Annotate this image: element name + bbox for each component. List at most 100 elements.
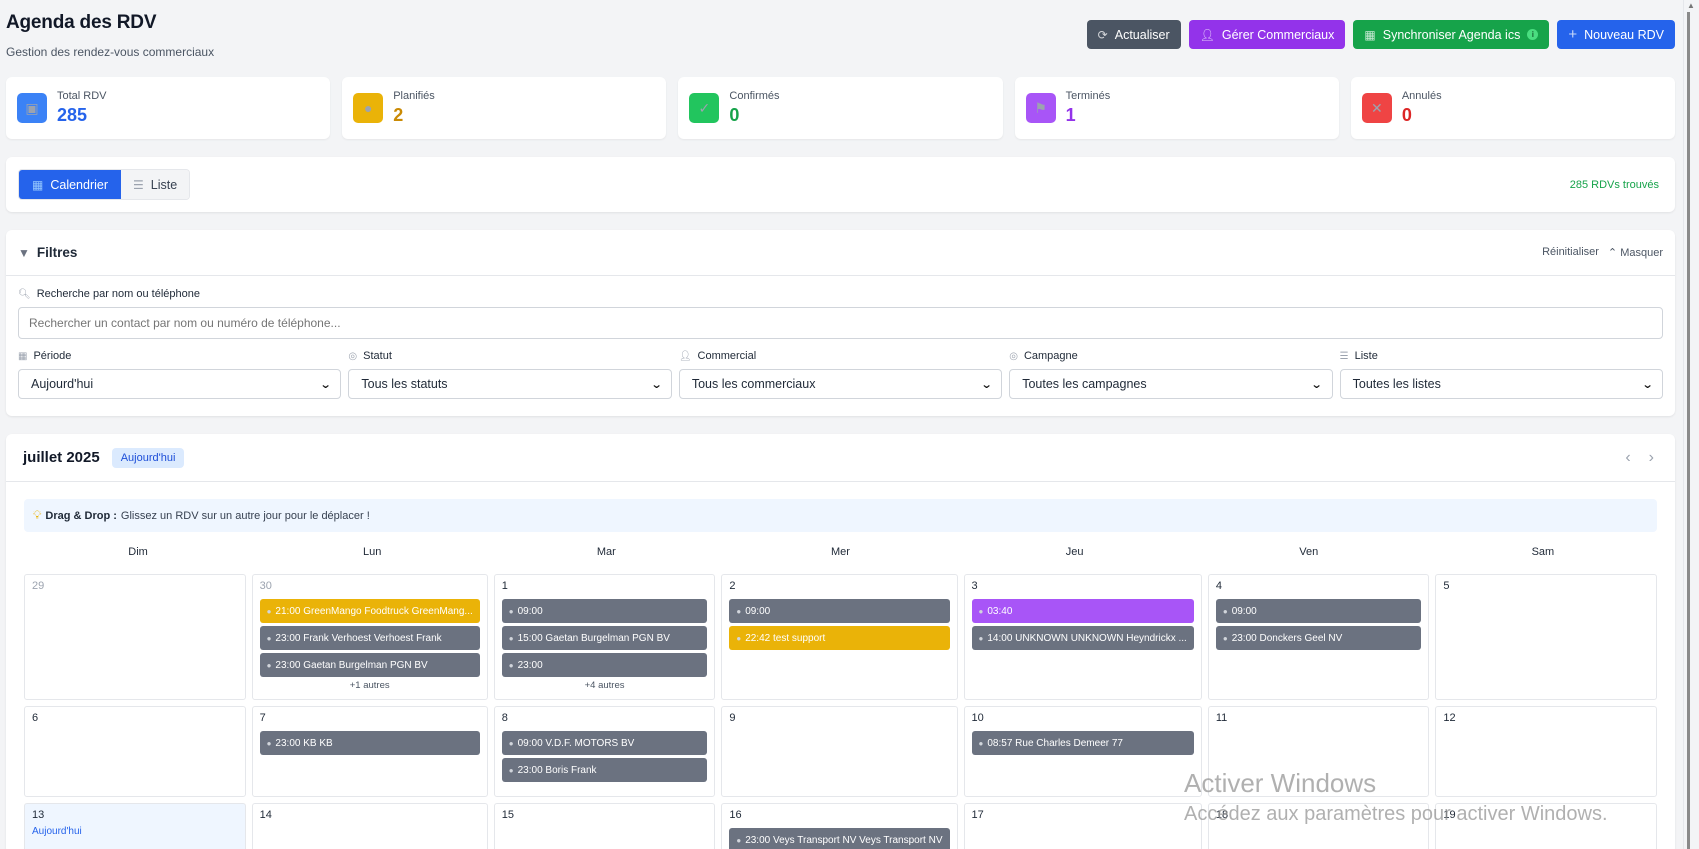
clock-icon: ●	[736, 633, 742, 643]
next-month-icon[interactable]: ›	[1648, 448, 1654, 466]
appointment-event[interactable]: ● 23:00 Gaetan Burgelman PGN BV	[259, 653, 480, 677]
calendar-day-cell[interactable]: 19	[1435, 803, 1657, 849]
list-select[interactable]: Toutes les listes ⌄	[1339, 369, 1664, 399]
clock-icon: ●	[266, 738, 272, 748]
day-number: 16	[729, 809, 742, 821]
refresh-icon: ⟳	[1097, 27, 1108, 42]
info-icon[interactable]: i	[1527, 29, 1539, 40]
calendar-day-cell[interactable]: 14	[251, 803, 488, 849]
weekday-label: Sam	[1531, 546, 1555, 558]
calendar-day-cell[interactable]: 1 ● 09:00 ● 15:00 Gaetan Burgelman PGN BV ● 23…	[493, 574, 716, 700]
list-icon: ☰	[1339, 350, 1349, 362]
header-actions: ⟳ Actualiser 👤︎ Gérer Commerciaux ▦ Sync…	[1086, 20, 1675, 49]
calendar-day-cell[interactable]: 9	[721, 706, 958, 797]
appointment-event[interactable]: ● 09:00	[501, 599, 708, 623]
period-label: Période	[33, 350, 72, 362]
new-rdv-button[interactable]: + Nouveau RDV	[1557, 20, 1675, 49]
appointment-event[interactable]: ● 09:00	[729, 599, 950, 623]
period-select[interactable]: Aujourd'hui ⌄	[18, 369, 342, 399]
chevron-down-icon: ⌄	[1641, 378, 1654, 391]
status-select[interactable]: Tous les statuts ⌄	[348, 369, 672, 399]
calendar-day-cell[interactable]: 7 ● 23:00 KB KB	[251, 706, 488, 797]
scrollbar-thumb[interactable]	[1687, 12, 1690, 849]
calendar-day-cell[interactable]: 2 ● 09:00 ● 22:42 test support	[721, 574, 958, 700]
stat-value: 0	[1401, 105, 1412, 125]
calendar-day-cell[interactable]: 29	[24, 574, 246, 700]
weekday-label: Jeu	[1065, 546, 1084, 558]
stat-value: 285	[57, 105, 88, 125]
day-number: 10	[971, 712, 984, 724]
sync-ics-label: Synchroniser Agenda ics	[1382, 27, 1521, 42]
event-text: 09:00	[745, 605, 771, 617]
month-title: juillet 2025	[23, 449, 100, 466]
calendar-day-cell[interactable]: 3 ● 03:40 ● 14:00 UNKNOWN UNKNOWN Heyndrickx…	[963, 574, 1202, 700]
today-button[interactable]: Aujourd'hui	[111, 447, 185, 468]
day-number: 4	[1215, 580, 1222, 592]
calendar-day-cell[interactable]: 8 ● 09:00 V.D.F. MOTORS BV ● 23:00 Boris Fra…	[493, 706, 716, 797]
day-number: 12	[1443, 712, 1456, 724]
more-events-link[interactable]: +4 autres	[584, 680, 625, 691]
calendar-day-cell[interactable]: 12	[1435, 706, 1657, 797]
calendar-icon: ▦	[1364, 27, 1376, 42]
calendar-day-cell[interactable]: 15	[493, 803, 716, 849]
appointment-event[interactable]: ● 23:00 KB KB	[259, 731, 480, 755]
appointment-event[interactable]: ● 21:00 GreenMango Foodtruck GreenMang...	[259, 599, 480, 623]
appointment-event[interactable]: ● 03:40	[971, 599, 1194, 623]
appointment-event[interactable]: ● 23:00 Donckers Geel NV	[1215, 626, 1422, 650]
appointment-event[interactable]: ● 23:00 Boris Frank	[501, 758, 708, 782]
day-number: 9	[729, 712, 736, 724]
event-text: 09:00 V.D.F. MOTORS BV	[517, 737, 635, 749]
calendar-day-cell[interactable]: 30 ● 21:00 GreenMango Foodtruck GreenMang.…	[251, 574, 488, 700]
calendar-header: juillet 2025 Aujourd'hui ‹ ›	[6, 434, 1675, 482]
hide-filters-link[interactable]: ⌃ Masquer	[1608, 246, 1663, 259]
tab-list[interactable]: ☰ Liste	[121, 170, 190, 199]
user-icon: 👤︎	[678, 350, 692, 362]
stat-card-planned: ● Planifiés 2	[342, 77, 667, 139]
appointment-event[interactable]: ● 23:00 Frank Verhoest Verhoest Frank	[259, 626, 480, 650]
day-number: 11	[1215, 712, 1228, 724]
search-input[interactable]	[18, 307, 1663, 339]
calendar-day-cell[interactable]: 18	[1207, 803, 1430, 849]
event-text: 23:00 Gaetan Burgelman PGN BV	[275, 659, 428, 671]
clock-icon: ●	[508, 606, 514, 616]
appointment-event[interactable]: ● 22:42 test support	[729, 626, 950, 650]
status-value: Tous les statuts	[361, 377, 448, 391]
appointment-event[interactable]: ● 15:00 Gaetan Burgelman PGN BV	[501, 626, 708, 650]
stat-card-cancelled: ✕ Annulés 0	[1350, 77, 1676, 139]
calendar-day-cell[interactable]: 10 ● 08:57 Rue Charles Demeer 77	[963, 706, 1202, 797]
appointment-event[interactable]: ● 23:00 Veys Transport NV Veys Transport …	[729, 828, 950, 849]
calendar-day-cell[interactable]: 17	[963, 803, 1202, 849]
filter-icon: ▼	[18, 245, 30, 260]
calendar-day-cell[interactable]: 4 ● 09:00 ● 23:00 Donckers Geel NV	[1207, 574, 1430, 700]
chevron-down-icon: ⌄	[980, 378, 993, 391]
manage-sales-button[interactable]: 👤︎ Gérer Commerciaux	[1188, 20, 1346, 49]
target-icon: ◎	[1009, 350, 1018, 362]
prev-month-icon[interactable]: ‹	[1625, 448, 1631, 466]
flag-icon: ⚑	[1025, 93, 1056, 123]
chevron-down-icon: ⌄	[319, 378, 332, 391]
calendar-day-cell[interactable]: 6	[24, 706, 246, 797]
event-text: 21:00 GreenMango Foodtruck GreenMang...	[275, 605, 473, 617]
refresh-button[interactable]: ⟳ Actualiser	[1086, 20, 1181, 49]
more-events-link[interactable]: +1 autres	[349, 680, 390, 691]
calendar-day-cell[interactable]: 5	[1435, 574, 1657, 700]
stat-label: Terminés	[1065, 90, 1111, 102]
search-label: 🔍︎ Recherche par nom ou téléphone	[18, 288, 1663, 300]
appointment-event[interactable]: ● 08:57 Rue Charles Demeer 77	[971, 731, 1194, 755]
calendar-check-icon: ▣	[17, 93, 47, 123]
campaign-select[interactable]: Toutes les campagnes ⌄	[1009, 369, 1333, 399]
appointment-event[interactable]: ● 09:00 V.D.F. MOTORS BV	[501, 731, 708, 755]
appointment-event[interactable]: ● 14:00 UNKNOWN UNKNOWN Heyndrickx ...	[971, 626, 1194, 650]
calendar-day-cell[interactable]: 13 Aujourd'hui	[24, 803, 246, 849]
sales-select[interactable]: Tous les commerciaux ⌄	[678, 369, 1003, 399]
tab-calendar[interactable]: ▦ Calendrier	[19, 170, 122, 199]
calendar-day-cell[interactable]: 16 ● 23:00 Veys Transport NV Veys Transpor…	[721, 803, 958, 849]
scroll-up-icon[interactable]: ▲	[1687, 1, 1695, 10]
calendar-day-cell[interactable]: 11	[1207, 706, 1430, 797]
page-scrollbar[interactable]: ▲	[1683, 0, 1699, 849]
reset-filters-link[interactable]: Réinitialiser	[1542, 246, 1599, 258]
appointment-event[interactable]: ● 09:00	[1215, 599, 1422, 623]
sync-ics-button[interactable]: ▦ Synchroniser Agenda ics i	[1353, 20, 1550, 49]
appointment-event[interactable]: ● 23:00	[501, 653, 708, 677]
tab-calendar-label: Calendrier	[50, 177, 109, 192]
